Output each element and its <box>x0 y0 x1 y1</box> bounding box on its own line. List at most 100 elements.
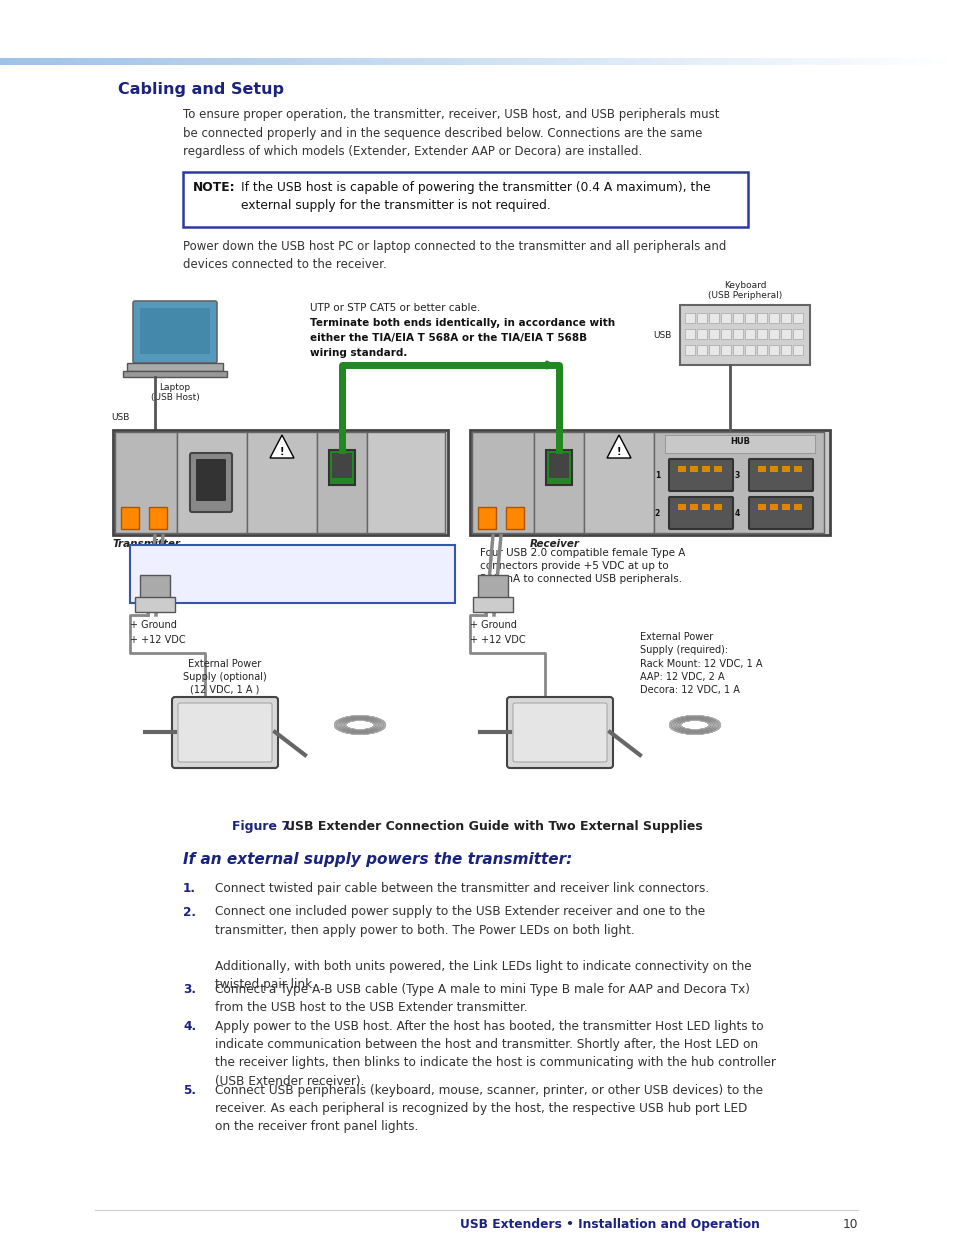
Bar <box>343 58 347 65</box>
Bar <box>654 432 823 534</box>
Bar <box>781 58 785 65</box>
Bar <box>257 58 261 65</box>
Bar <box>115 432 177 534</box>
Bar <box>768 329 779 338</box>
Bar <box>715 58 719 65</box>
Bar <box>102 58 106 65</box>
Bar <box>496 58 499 65</box>
Bar <box>689 58 694 65</box>
Bar <box>829 58 833 65</box>
Bar <box>758 504 765 510</box>
Bar <box>792 312 802 324</box>
Bar <box>667 58 671 65</box>
Bar <box>760 58 763 65</box>
Bar <box>874 58 878 65</box>
Polygon shape <box>270 435 294 458</box>
Bar <box>334 58 337 65</box>
Bar <box>314 58 318 65</box>
Bar <box>562 58 566 65</box>
Text: 1: 1 <box>654 471 659 479</box>
Bar <box>197 58 201 65</box>
Bar <box>867 58 871 65</box>
Text: 4: 4 <box>734 509 740 517</box>
Bar <box>359 58 363 65</box>
Bar <box>629 58 633 65</box>
Bar <box>757 329 766 338</box>
Bar <box>931 58 935 65</box>
Bar <box>807 58 811 65</box>
Bar <box>169 58 172 65</box>
Bar <box>403 58 408 65</box>
Bar <box>41 58 46 65</box>
Bar <box>54 58 58 65</box>
Bar <box>79 58 84 65</box>
Bar <box>286 58 290 65</box>
Bar <box>546 58 551 65</box>
Bar <box>451 58 456 65</box>
Bar <box>483 58 487 65</box>
Bar <box>384 58 389 65</box>
Bar <box>858 58 862 65</box>
Bar <box>769 466 778 472</box>
Text: + ↓: + ↓ <box>130 478 144 484</box>
Bar <box>543 58 547 65</box>
Bar <box>569 58 573 65</box>
Bar <box>534 58 537 65</box>
Bar <box>575 58 579 65</box>
Bar <box>622 58 627 65</box>
Bar <box>705 58 709 65</box>
Bar <box>769 504 778 510</box>
Bar <box>720 329 730 338</box>
Bar <box>0 58 4 65</box>
Bar <box>708 345 719 354</box>
Bar <box>720 312 730 324</box>
Bar <box>677 58 680 65</box>
Bar <box>232 58 236 65</box>
Bar <box>591 58 595 65</box>
Bar <box>693 58 697 65</box>
Bar <box>636 58 639 65</box>
Text: USB: USB <box>112 414 130 422</box>
Text: NOTE:: NOTE: <box>138 552 172 562</box>
Bar <box>308 58 313 65</box>
Bar <box>188 58 192 65</box>
Bar <box>813 58 818 65</box>
Bar <box>474 58 477 65</box>
Bar <box>108 58 112 65</box>
Bar <box>117 58 122 65</box>
Bar <box>537 58 541 65</box>
Bar <box>238 58 242 65</box>
Text: HOST: HOST <box>200 438 224 447</box>
Bar <box>264 58 268 65</box>
Text: Apply power to the USB host. After the host has booted, the transmitter Host LED: Apply power to the USB host. After the h… <box>214 1020 775 1088</box>
Bar <box>92 58 96 65</box>
Bar <box>245 58 249 65</box>
Text: NOTE:: NOTE: <box>193 182 235 194</box>
Bar <box>684 345 695 354</box>
Bar <box>912 58 916 65</box>
Bar <box>893 58 897 65</box>
Bar <box>556 58 560 65</box>
Bar <box>378 58 382 65</box>
Text: + +12 VDC: + +12 VDC <box>130 635 186 645</box>
Bar <box>381 58 385 65</box>
Bar <box>713 504 721 510</box>
Bar <box>448 58 452 65</box>
Bar <box>658 58 661 65</box>
Bar <box>3 58 8 65</box>
Text: To ensure proper operation, the transmitter, receiver, USB host, and USB periphe: To ensure proper operation, the transmit… <box>183 107 719 158</box>
Bar <box>457 58 461 65</box>
Bar <box>603 58 608 65</box>
Polygon shape <box>606 435 630 458</box>
Bar <box>365 58 370 65</box>
Bar <box>613 58 618 65</box>
Bar <box>768 312 779 324</box>
Bar <box>781 312 790 324</box>
Bar <box>502 58 506 65</box>
Text: Four USB 2.0 compatible female Type A
connectors provide +5 VDC at up to
500 mA : Four USB 2.0 compatible female Type A co… <box>479 548 684 584</box>
Bar <box>172 58 175 65</box>
Text: 3: 3 <box>734 471 740 479</box>
Text: If an external supply powers the transmitter:: If an external supply powers the transmi… <box>183 852 572 867</box>
Bar <box>610 58 614 65</box>
Bar <box>905 58 909 65</box>
